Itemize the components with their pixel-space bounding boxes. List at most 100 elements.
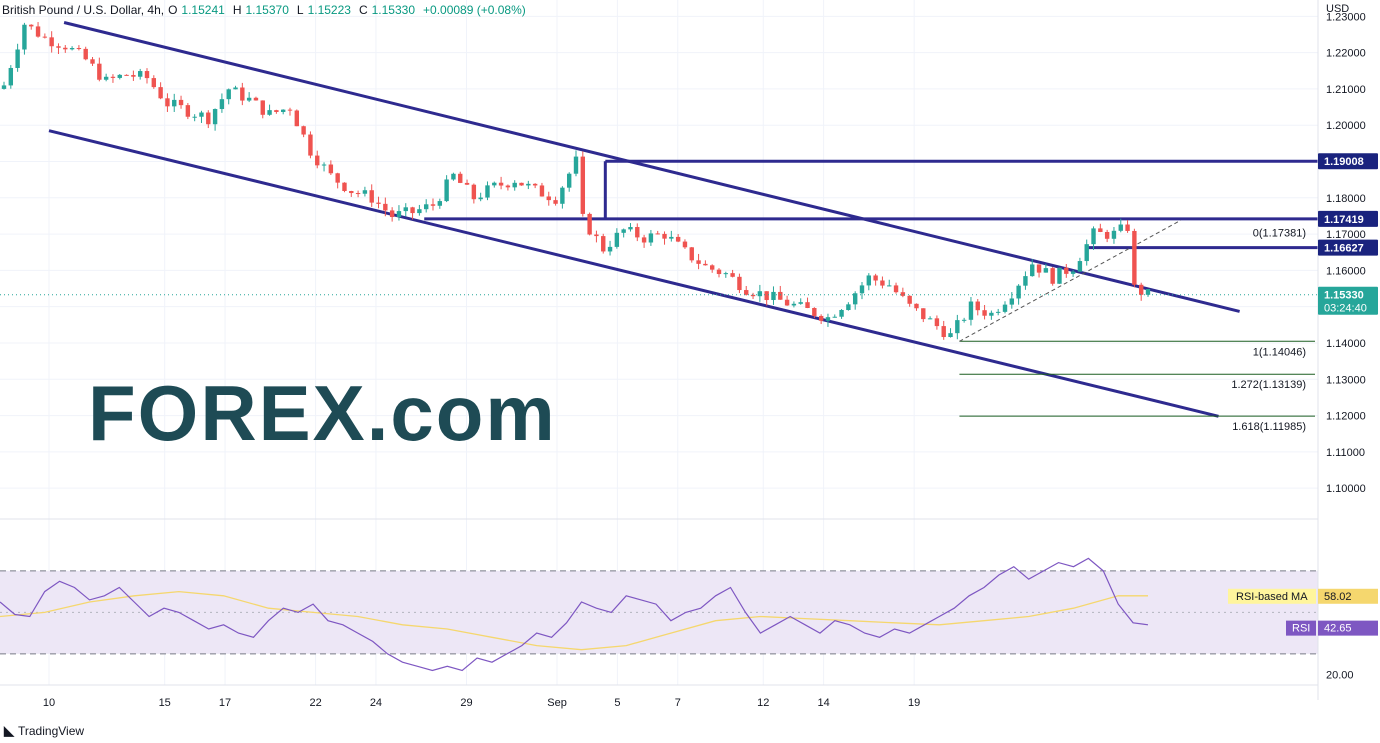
channel-upper-line: [63, 21, 1240, 313]
candle-body: [669, 236, 674, 239]
candle-body: [369, 190, 374, 203]
axes: USD1.230001.220001.210001.200001.190001.…: [0, 0, 1366, 709]
countdown-label: 03:24:40: [1324, 303, 1367, 315]
candle-body: [267, 110, 272, 115]
candle-body: [83, 48, 88, 60]
candle-body: [29, 24, 34, 27]
rsi-tick-label: 20.00: [1326, 670, 1354, 682]
time-tick-label: 22: [309, 697, 321, 709]
price-tick-label: 1.20000: [1326, 120, 1366, 132]
price-tick-label: 1.11000: [1326, 447, 1365, 459]
candle-body: [771, 291, 776, 301]
price-tag-label: 1.19008: [1324, 156, 1364, 168]
candle-body: [955, 320, 960, 334]
candle-body: [383, 203, 388, 211]
ohlc-low: L 1.15223: [296, 3, 351, 17]
candle-body: [580, 156, 586, 214]
candle-body: [628, 227, 633, 230]
symbol-title: British Pound / U.S. Dollar, 4h,: [2, 3, 165, 17]
candle-body: [485, 185, 490, 198]
candle-body: [560, 187, 565, 204]
price-tick-label: 1.18000: [1326, 193, 1366, 205]
fib-label: 1(1.14046): [1253, 346, 1306, 358]
price-tag-bg: [1318, 153, 1378, 170]
candle-body: [791, 303, 797, 306]
rsi-ma-value: 58.02: [1324, 591, 1352, 603]
candle-body: [308, 134, 313, 156]
time-tick-label: 5: [614, 697, 620, 709]
candle-body: [839, 309, 844, 317]
candle-body: [246, 97, 252, 101]
time-tick-label: 7: [675, 697, 681, 709]
candle-body: [553, 200, 558, 204]
time-tick-label: 19: [908, 697, 920, 709]
candle-body: [893, 285, 899, 293]
candle-body: [396, 211, 402, 218]
candle-body: [69, 48, 75, 50]
candle-body: [1077, 261, 1083, 272]
candle-body: [321, 164, 327, 166]
candle-body: [873, 275, 878, 281]
candle-body: [1070, 271, 1076, 274]
candle-body: [1104, 231, 1110, 239]
candle-body: [866, 275, 872, 286]
candle-body: [948, 333, 953, 338]
candle-body: [941, 326, 946, 338]
candle-body: [512, 182, 517, 188]
rsi-legend-label: RSI: [1292, 623, 1310, 635]
candle-body: [22, 24, 27, 50]
candle-body: [1050, 268, 1055, 284]
candle-body: [825, 317, 831, 321]
candle-body: [737, 276, 742, 291]
candle-body: [117, 74, 122, 78]
candle-body: [389, 210, 395, 218]
candle-body: [1091, 228, 1096, 245]
ohlc-open: O 1.15241: [168, 3, 225, 17]
price-tick-label: 1.14000: [1326, 338, 1366, 350]
rsi-value: 42.65: [1324, 623, 1352, 635]
price-tag-bg: [1318, 286, 1378, 315]
rsi-band: [0, 570, 1318, 654]
candle-body: [151, 78, 157, 88]
candle-body: [42, 36, 48, 38]
candle-body: [49, 37, 54, 47]
candle-body: [907, 295, 912, 304]
candle-body: [492, 182, 497, 186]
candle-body: [1016, 285, 1021, 299]
time-tick-label: 10: [43, 697, 55, 709]
candle-body: [478, 197, 483, 200]
tradingview-label: TradingView: [18, 724, 85, 738]
candle-body: [97, 63, 102, 80]
candle-body: [832, 316, 837, 318]
candle-body: [696, 260, 701, 264]
candle-body: [798, 302, 803, 304]
price-tick-label: 1.12000: [1326, 411, 1366, 423]
candle-body: [8, 67, 14, 86]
candle-body: [995, 311, 1001, 313]
candle-body: [744, 290, 749, 295]
candle-body: [158, 87, 163, 99]
candle-body: [655, 233, 660, 235]
candle-body: [444, 179, 449, 202]
rsi-ma-line: [0, 590, 1148, 651]
time-tick-label: 12: [757, 697, 769, 709]
candle-body: [56, 46, 61, 48]
candle-body: [206, 112, 211, 125]
candle-body: [260, 100, 265, 115]
currency-label: USD: [1326, 3, 1349, 15]
tradingview-brand[interactable]: ◣ TradingView: [4, 723, 84, 739]
candle-body: [709, 265, 715, 270]
candle-body: [968, 301, 974, 320]
fibonacci-levels: 0(1.17381) 1(1.14046) 1.272(1.13139) 1.618(…: [959, 219, 1315, 433]
candle-body: [15, 49, 20, 68]
candle-body: [1098, 228, 1103, 232]
ohlc-change: +0.00089 (+0.08%): [423, 3, 526, 17]
candle-body: [764, 291, 769, 301]
candle-body: [1118, 224, 1123, 231]
candle-body: [682, 241, 688, 248]
candle-body: [1145, 288, 1151, 295]
candle-body: [294, 110, 300, 127]
candle-body: [982, 310, 987, 316]
